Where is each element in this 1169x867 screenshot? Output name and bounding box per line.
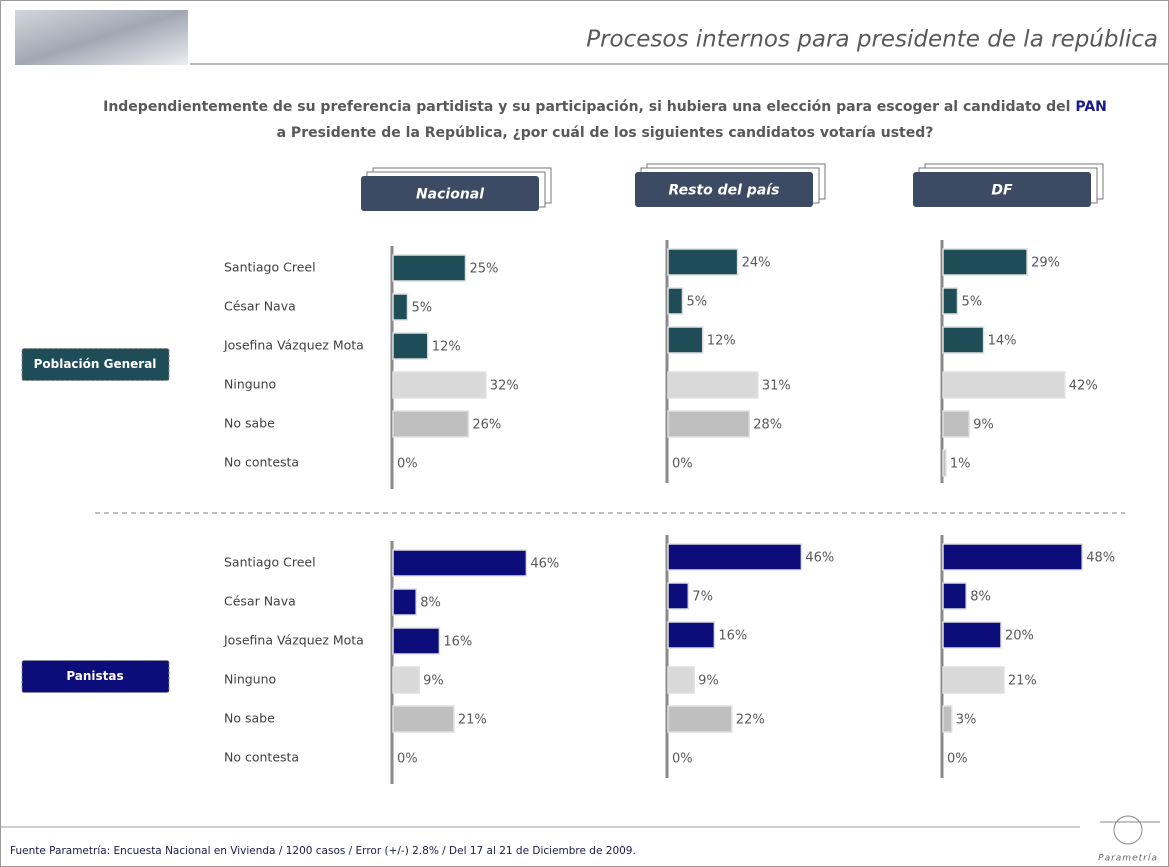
question-line-1: Independientemente de su preferencia par… — [103, 99, 1107, 115]
bar — [393, 706, 454, 732]
value-label: 26% — [472, 418, 501, 433]
bar — [943, 583, 966, 609]
header-photo — [15, 10, 188, 65]
question-text: Independientemente de su preferencia par… — [103, 99, 1075, 115]
value-label: 32% — [490, 379, 519, 394]
category-label: César Nava — [224, 299, 296, 314]
value-label: 7% — [692, 590, 713, 605]
value-label: 8% — [420, 596, 441, 611]
page-title: Procesos internos para presidente de la … — [586, 27, 1158, 53]
value-label: 12% — [432, 340, 461, 355]
value-label: 9% — [698, 674, 719, 689]
value-label: 14% — [988, 334, 1017, 349]
value-label: 24% — [742, 256, 771, 271]
category-label: No contesta — [224, 455, 299, 470]
logo-mark — [1114, 816, 1142, 844]
column-header-label: Resto del país — [669, 183, 780, 199]
value-label: 16% — [443, 635, 472, 650]
bar — [668, 249, 738, 275]
value-label: 21% — [1008, 674, 1037, 689]
category-label: César Nava — [224, 594, 296, 609]
bar — [393, 628, 439, 654]
bar — [393, 667, 419, 693]
bar — [393, 333, 428, 359]
bar — [668, 544, 801, 570]
bar — [668, 411, 749, 437]
bar — [943, 450, 946, 476]
category-label: Santiago Creel — [224, 260, 316, 275]
bar — [943, 706, 952, 732]
bar — [943, 249, 1027, 275]
value-label: 29% — [1031, 256, 1060, 271]
value-label: 16% — [718, 629, 747, 644]
value-label: 1% — [950, 457, 971, 472]
bar — [393, 294, 408, 320]
value-label: 46% — [530, 557, 559, 572]
bar — [943, 622, 1001, 648]
category-label: No contesta — [224, 750, 299, 765]
question-line-2: a Presidente de la República, ¿por cuál … — [277, 125, 934, 141]
category-label: Ninguno — [224, 377, 276, 392]
bar — [393, 411, 468, 437]
bar — [393, 255, 466, 281]
bar — [668, 622, 714, 648]
value-label: 46% — [805, 551, 834, 566]
bar — [943, 327, 984, 353]
footer-source: Fuente Parametría: Encuesta Nacional en … — [10, 845, 636, 857]
category-label: No sabe — [224, 711, 275, 726]
bar — [393, 589, 416, 615]
logo-text: Parametría — [1098, 854, 1158, 864]
logo: Parametría — [1098, 816, 1160, 864]
slide: Procesos internos para presidente de la … — [0, 0, 1169, 867]
bar — [393, 372, 486, 398]
value-label: 0% — [672, 457, 693, 472]
value-label: 3% — [956, 713, 977, 728]
bar — [668, 327, 703, 353]
column-header-label: Nacional — [416, 187, 484, 203]
group-label: Panistas — [66, 669, 123, 683]
category-label: Josefina Vázquez Mota — [223, 338, 364, 353]
bar — [943, 288, 958, 314]
value-label: 0% — [672, 752, 693, 767]
value-label: 9% — [423, 674, 444, 689]
category-label: Josefina Vázquez Mota — [223, 633, 364, 648]
value-label: 22% — [736, 713, 765, 728]
question-party: PAN — [1075, 99, 1107, 115]
bar — [668, 706, 732, 732]
bar — [943, 667, 1004, 693]
bar — [393, 550, 526, 576]
bar — [668, 372, 758, 398]
value-label: 20% — [1005, 629, 1034, 644]
value-label: 0% — [397, 457, 418, 472]
value-label: 5% — [962, 295, 983, 310]
value-label: 28% — [753, 418, 782, 433]
value-label: 8% — [970, 590, 991, 605]
bar — [668, 583, 688, 609]
value-label: 31% — [762, 379, 791, 394]
value-label: 21% — [458, 713, 487, 728]
value-label: 0% — [397, 752, 418, 767]
value-label: 9% — [973, 418, 994, 433]
bar — [668, 667, 694, 693]
category-label: Santiago Creel — [224, 555, 316, 570]
category-label: Ninguno — [224, 672, 276, 687]
value-label: 5% — [687, 295, 708, 310]
value-label: 12% — [707, 334, 736, 349]
value-label: 25% — [470, 262, 499, 277]
value-label: 42% — [1069, 379, 1098, 394]
value-label: 0% — [947, 752, 968, 767]
column-header-label: DF — [991, 183, 1013, 199]
group-label: Población General — [34, 357, 157, 371]
value-label: 48% — [1086, 551, 1115, 566]
bar — [943, 544, 1082, 570]
bar — [943, 411, 969, 437]
category-label: No sabe — [224, 416, 275, 431]
value-label: 5% — [412, 301, 433, 316]
bar — [943, 372, 1065, 398]
bar — [668, 288, 683, 314]
